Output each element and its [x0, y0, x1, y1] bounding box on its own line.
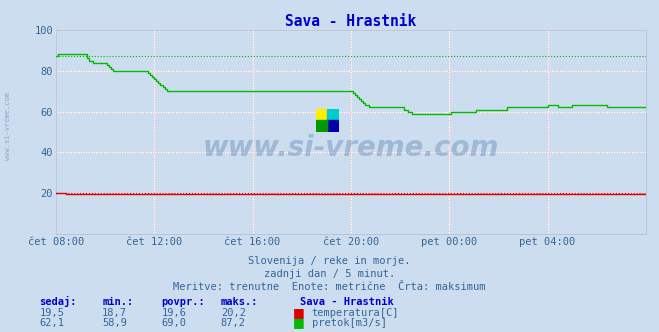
Bar	[327, 109, 339, 120]
Text: 69,0: 69,0	[161, 318, 186, 328]
Text: Meritve: trenutne  Enote: metrične  Črta: maksimum: Meritve: trenutne Enote: metrične Črta: …	[173, 283, 486, 292]
Text: povpr.:: povpr.:	[161, 297, 205, 307]
Text: zadnji dan / 5 minut.: zadnji dan / 5 minut.	[264, 269, 395, 279]
Text: 20,2: 20,2	[221, 308, 246, 318]
Title: Sava - Hrastnik: Sava - Hrastnik	[285, 14, 416, 29]
Text: pretok[m3/s]: pretok[m3/s]	[312, 318, 387, 328]
Text: temperatura[C]: temperatura[C]	[312, 308, 399, 318]
Text: 58,9: 58,9	[102, 318, 127, 328]
Bar	[327, 120, 339, 132]
Bar	[316, 120, 327, 132]
Text: ■: ■	[293, 306, 305, 319]
Text: www.si-vreme.com: www.si-vreme.com	[5, 92, 11, 160]
Text: 87,2: 87,2	[221, 318, 246, 328]
Text: min.:: min.:	[102, 297, 133, 307]
Text: Sava - Hrastnik: Sava - Hrastnik	[300, 297, 393, 307]
Text: www.si-vreme.com: www.si-vreme.com	[203, 134, 499, 162]
Bar	[316, 109, 327, 120]
Text: ■: ■	[293, 316, 305, 329]
Text: 19,6: 19,6	[161, 308, 186, 318]
Text: 62,1: 62,1	[40, 318, 65, 328]
Text: maks.:: maks.:	[221, 297, 258, 307]
Text: 18,7: 18,7	[102, 308, 127, 318]
Text: sedaj:: sedaj:	[40, 296, 77, 307]
Text: 19,5: 19,5	[40, 308, 65, 318]
Text: Slovenija / reke in morje.: Slovenija / reke in morje.	[248, 256, 411, 266]
